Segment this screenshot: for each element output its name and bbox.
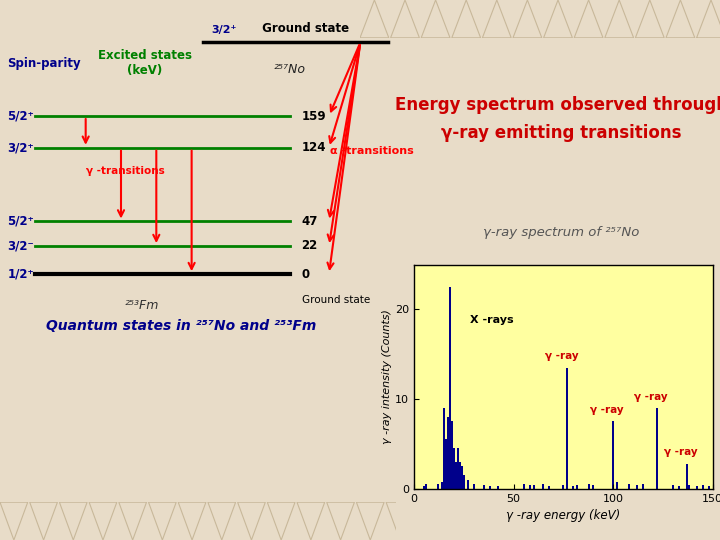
Bar xyxy=(656,408,658,489)
Bar xyxy=(642,484,644,489)
Text: ²⁵³Fm: ²⁵³Fm xyxy=(125,299,159,312)
Text: 124: 124 xyxy=(302,141,326,154)
Bar xyxy=(593,485,594,489)
Text: Spin-parity: Spin-parity xyxy=(7,57,81,70)
Text: 47: 47 xyxy=(302,215,318,228)
Text: γ -ray: γ -ray xyxy=(634,392,668,402)
Text: Ground state: Ground state xyxy=(302,295,370,305)
Text: 1/2⁺: 1/2⁺ xyxy=(7,267,34,281)
Bar xyxy=(616,482,618,489)
Bar xyxy=(542,484,544,489)
Bar xyxy=(588,484,590,489)
Bar xyxy=(523,484,525,489)
Text: X -rays: X -rays xyxy=(469,315,513,325)
Text: 5/2⁺: 5/2⁺ xyxy=(7,110,34,123)
Text: 5/2⁺: 5/2⁺ xyxy=(7,215,34,228)
Bar xyxy=(459,462,461,489)
Bar xyxy=(636,485,638,489)
Bar xyxy=(497,486,499,489)
Bar xyxy=(449,287,451,489)
Bar xyxy=(443,408,445,489)
Text: 22: 22 xyxy=(302,239,318,253)
Bar xyxy=(489,486,491,489)
Bar xyxy=(549,486,551,489)
Text: γ -ray: γ -ray xyxy=(544,352,578,361)
Bar xyxy=(567,368,568,489)
Bar xyxy=(461,467,463,489)
Bar xyxy=(688,485,690,489)
Text: γ-ray spectrum of ²⁵⁷No: γ-ray spectrum of ²⁵⁷No xyxy=(483,226,640,239)
Bar xyxy=(453,448,455,489)
Bar xyxy=(572,486,575,489)
Text: 3/2⁺: 3/2⁺ xyxy=(7,141,34,154)
Bar xyxy=(628,484,630,489)
Bar xyxy=(455,462,456,489)
Y-axis label: γ -ray intensity (Counts): γ -ray intensity (Counts) xyxy=(382,309,392,444)
Bar xyxy=(708,486,710,489)
Bar xyxy=(576,485,578,489)
Bar xyxy=(686,464,688,489)
Text: ²⁵⁷No: ²⁵⁷No xyxy=(274,63,306,77)
Bar xyxy=(441,482,443,489)
Bar xyxy=(463,475,465,489)
Text: γ -ray: γ -ray xyxy=(590,405,624,415)
Text: Energy spectrum observed through
γ-ray emitting transitions: Energy spectrum observed through γ-ray e… xyxy=(395,96,720,141)
Text: 3/2⁺: 3/2⁺ xyxy=(211,25,237,36)
X-axis label: γ -ray energy (keV): γ -ray energy (keV) xyxy=(506,509,621,522)
Bar xyxy=(702,485,704,489)
Text: γ -transitions: γ -transitions xyxy=(86,165,164,176)
Bar xyxy=(445,440,447,489)
Bar xyxy=(696,486,698,489)
Text: Ground state: Ground state xyxy=(258,22,349,36)
Bar xyxy=(562,485,564,489)
Bar xyxy=(672,485,674,489)
Bar xyxy=(467,480,469,489)
Text: 0: 0 xyxy=(302,267,310,281)
Text: 159: 159 xyxy=(302,110,326,123)
Bar xyxy=(528,485,531,489)
Bar xyxy=(473,484,474,489)
Bar xyxy=(678,486,680,489)
Bar xyxy=(482,485,485,489)
Bar xyxy=(456,448,459,489)
Bar xyxy=(451,421,453,489)
Text: γ -ray: γ -ray xyxy=(664,447,698,457)
Bar xyxy=(533,485,534,489)
Bar xyxy=(423,486,425,489)
Text: 3/2⁻: 3/2⁻ xyxy=(7,239,34,253)
Bar xyxy=(447,417,449,489)
Text: Excited states
(keV): Excited states (keV) xyxy=(97,50,192,77)
Bar xyxy=(437,484,439,489)
Bar xyxy=(612,421,614,489)
Bar xyxy=(425,484,427,489)
Text: Quantum states in ²⁵⁷No and ²⁵³Fm: Quantum states in ²⁵⁷No and ²⁵³Fm xyxy=(45,319,316,333)
Text: α -transitions: α -transitions xyxy=(330,146,414,156)
